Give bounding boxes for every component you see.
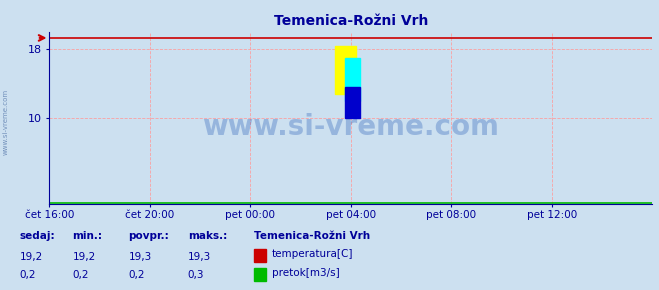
Text: 0,2: 0,2 [129, 270, 145, 280]
Text: www.si-vreme.com: www.si-vreme.com [202, 113, 500, 141]
FancyBboxPatch shape [345, 58, 360, 101]
Text: 19,2: 19,2 [20, 251, 43, 262]
Text: pretok[m3/s]: pretok[m3/s] [272, 267, 340, 278]
Text: 19,2: 19,2 [72, 251, 96, 262]
Text: maks.:: maks.: [188, 231, 227, 241]
Text: 0,2: 0,2 [20, 270, 36, 280]
Text: 19,3: 19,3 [129, 251, 152, 262]
Text: 0,3: 0,3 [188, 270, 204, 280]
Text: sedaj:: sedaj: [20, 231, 55, 241]
Text: 19,3: 19,3 [188, 251, 211, 262]
Text: Temenica-Rožni Vrh: Temenica-Rožni Vrh [254, 231, 370, 241]
Text: 0,2: 0,2 [72, 270, 89, 280]
Text: min.:: min.: [72, 231, 103, 241]
FancyBboxPatch shape [335, 46, 356, 94]
Text: www.si-vreme.com: www.si-vreme.com [2, 89, 9, 155]
Text: povpr.:: povpr.: [129, 231, 169, 241]
Title: Temenica-Rožni Vrh: Temenica-Rožni Vrh [273, 14, 428, 28]
Text: temperatura[C]: temperatura[C] [272, 249, 354, 259]
FancyBboxPatch shape [345, 87, 360, 118]
